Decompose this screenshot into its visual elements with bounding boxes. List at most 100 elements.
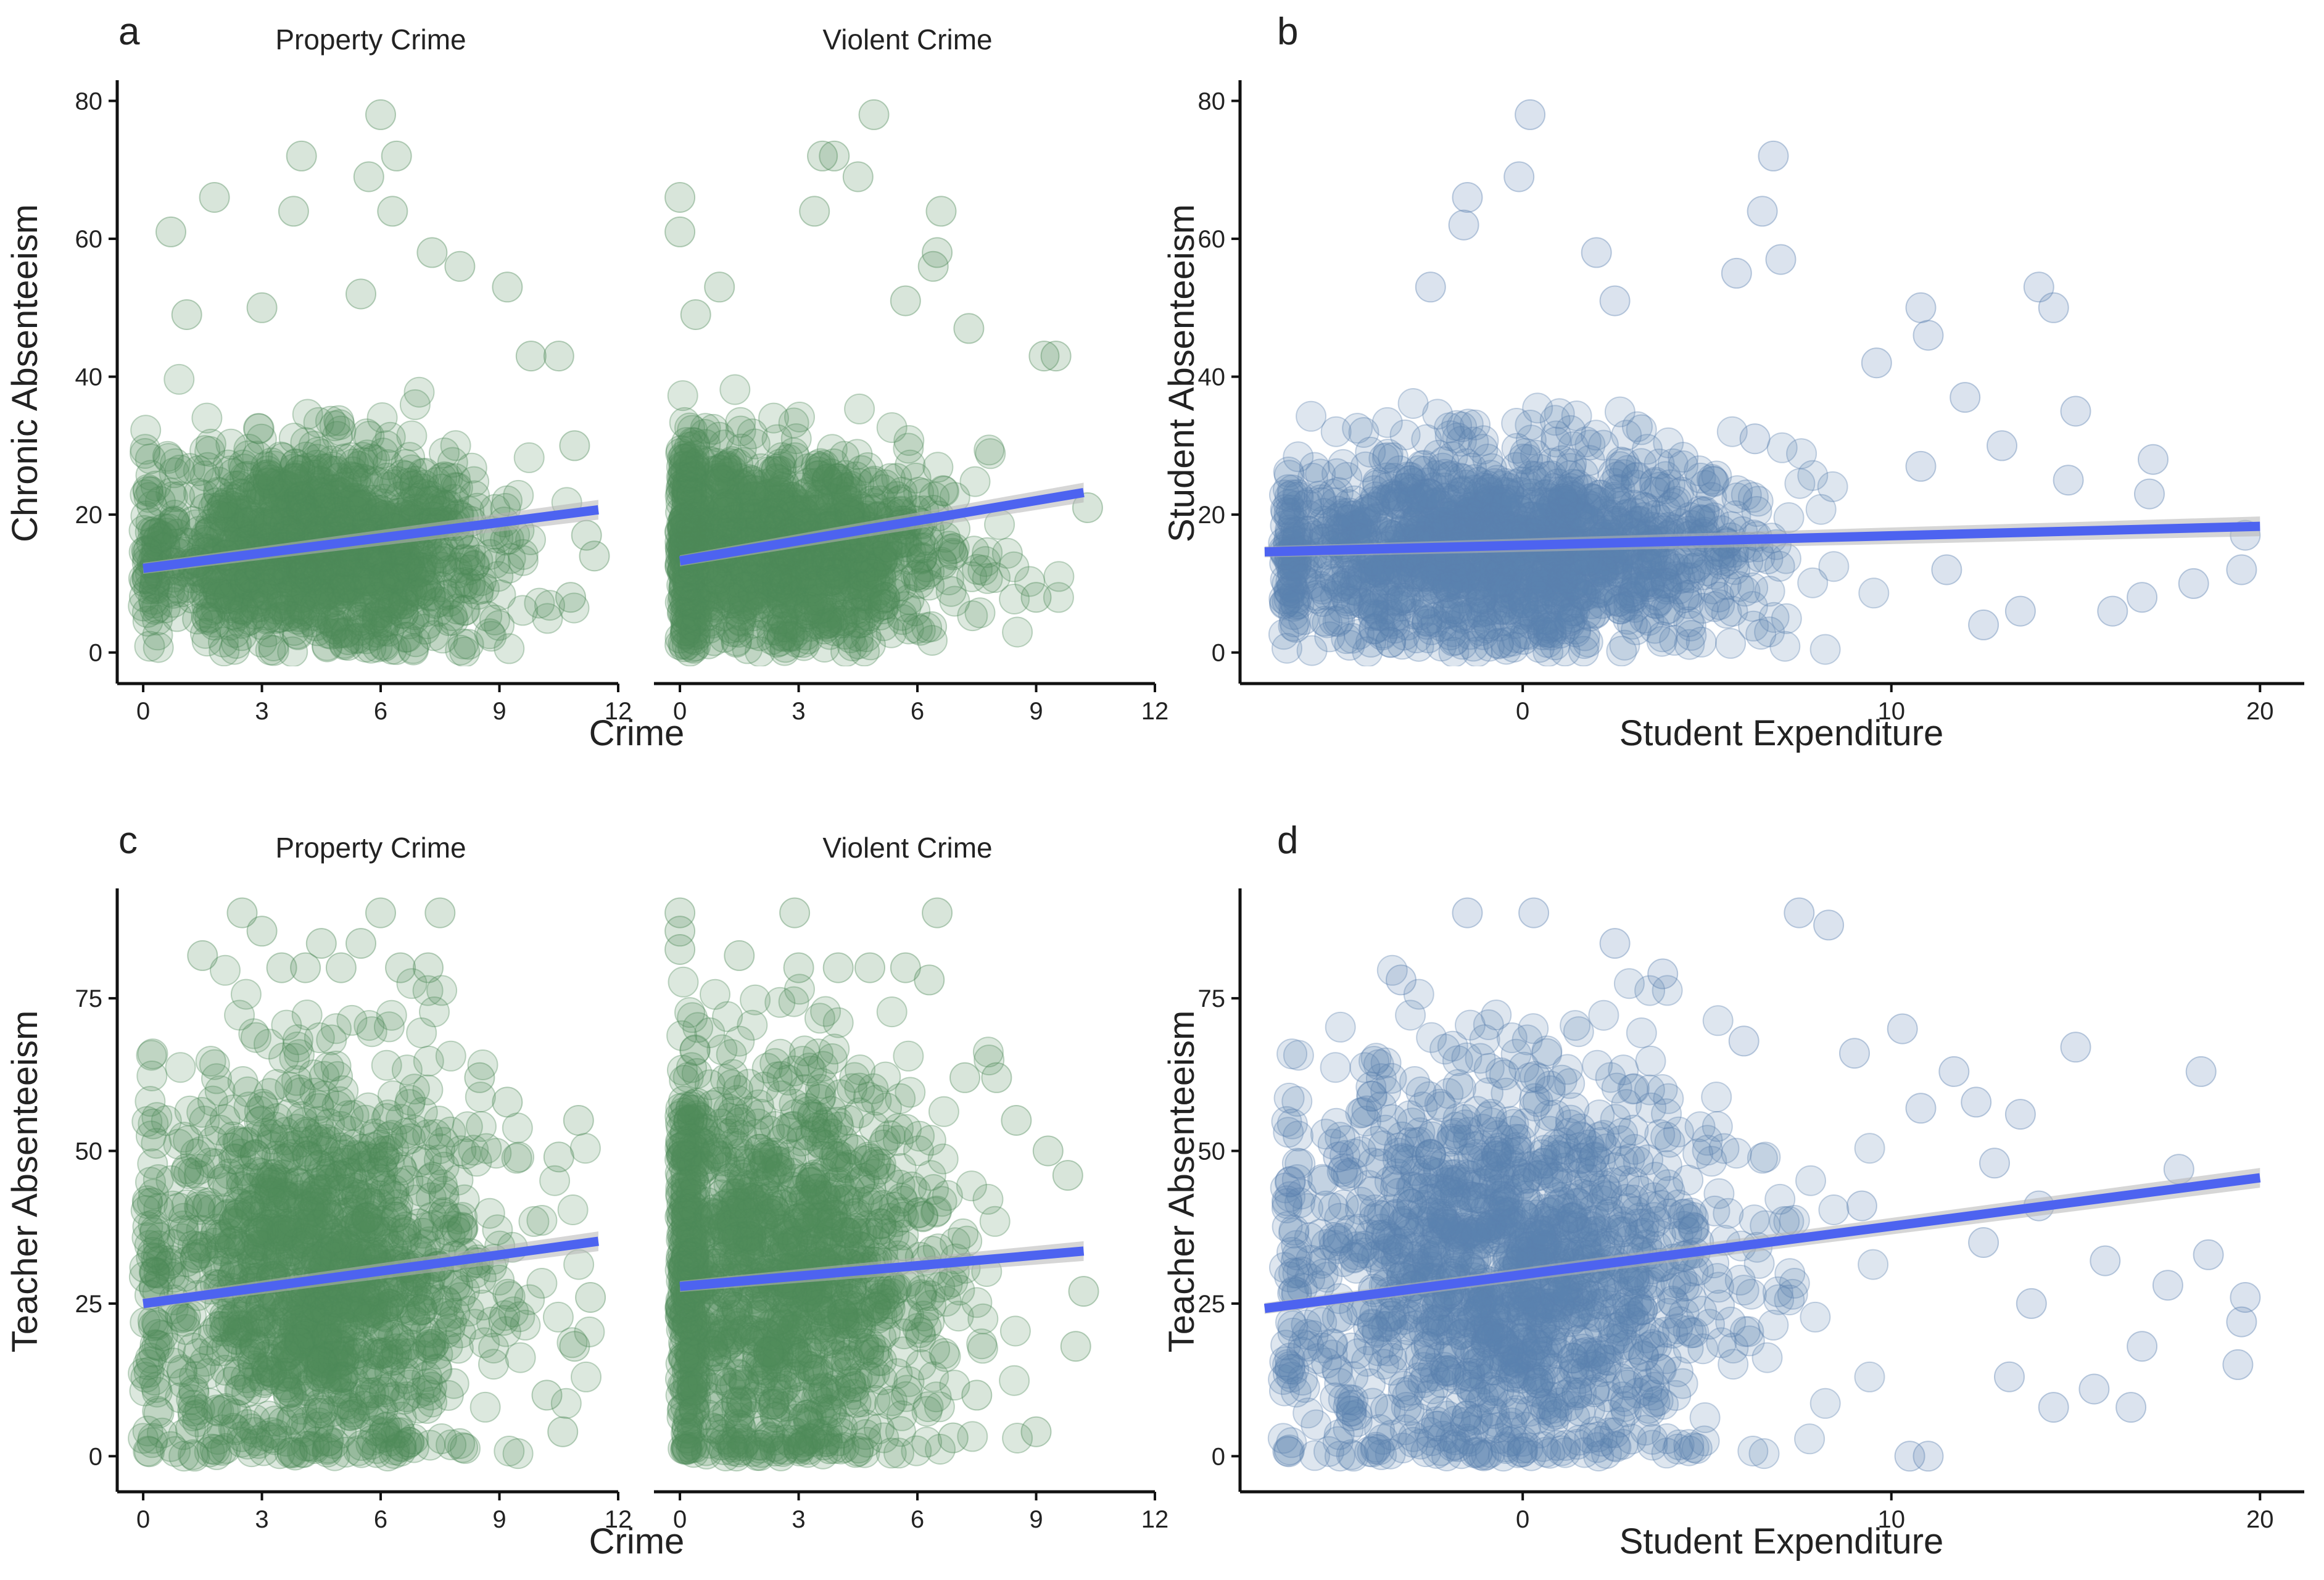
panel-b-outlier-point [1765, 244, 1797, 275]
panel-a-facet-0-point [279, 462, 310, 494]
panel-a-facet-0-point [139, 587, 170, 619]
panel-a-facet-0-point [333, 482, 364, 514]
panel-a-facet-0-point [367, 547, 399, 578]
panel-b-point [1296, 400, 1327, 432]
panel-a-facet-0-point [201, 593, 232, 624]
panel-a-facet-0-point [403, 376, 435, 408]
panel-a-facet-0-point [252, 580, 283, 611]
panel-a-facet-1-point [765, 570, 796, 601]
panel-a-facet-0-point [433, 605, 465, 637]
panel-b-y-tick-label: 20 [1198, 502, 1226, 529]
panel-a-facet-1-point [827, 556, 859, 588]
panel-a-facet-0-point [392, 621, 423, 653]
panel-a-facet-1-point [753, 499, 784, 530]
panel-a-facet-0-point [191, 626, 223, 657]
panel-a-facet-0-point [141, 592, 173, 624]
panel-a-facet-1-point [819, 615, 850, 647]
panel-a-y-axis-title: Chronic Absenteeism [5, 204, 45, 542]
panel-a-facet-0-point [308, 581, 340, 612]
panel-a-facet-1-point [847, 494, 879, 525]
panel-a-facet-0-point [459, 550, 490, 581]
panel-a-facet-1-point [670, 443, 701, 474]
panel-b-outlier-point [1905, 450, 1937, 482]
panel-a-facet-0-point [281, 506, 312, 537]
panel-a-facet-0-point [368, 566, 400, 598]
panel-b-point [1279, 586, 1310, 618]
panel-a-facet-0-point [201, 569, 232, 600]
panel-b-point [1477, 569, 1508, 600]
panel-a-facet-1-point [692, 500, 724, 531]
panel-a-facet-0-point [318, 494, 350, 525]
panel-a-facet-0-point [320, 497, 352, 529]
panel-a-facet-0-point [358, 602, 390, 633]
panel-a-facet-1-point [811, 463, 843, 495]
panel-a-facet-0-point [129, 581, 160, 613]
panel-a-facet-0-point [410, 458, 441, 489]
panel-a-facet-0-point [454, 573, 486, 605]
panel-a-facet-1-point [751, 564, 782, 595]
panel-a-facet-0-point [354, 590, 386, 622]
panel-a-facet-0-point [223, 503, 254, 534]
panel-a-facet-1-point [835, 548, 866, 580]
panel-a-facet-0-point [368, 488, 399, 519]
panel-a-facet-1-point [725, 481, 756, 513]
panel-a-facet-0-point [320, 602, 352, 633]
panel-a-facet-0-point [130, 438, 161, 469]
panel-a-facet-0-point [228, 593, 258, 624]
panel-a-facet-0-point [359, 548, 391, 580]
panel-a-facet-0-point [317, 451, 349, 482]
panel-a-facet-0-point [246, 482, 277, 514]
panel-a-facet-0-x-tick-label: 3 [255, 698, 268, 725]
panel-a-facet-1-point [724, 492, 755, 523]
panel-a-facet-1-point [956, 561, 988, 592]
panel-b-outlier-point [2127, 582, 2158, 613]
panel-a-facet-1-point [755, 507, 786, 538]
panel-a-facet-1-point [781, 565, 813, 596]
panel-a-facet-0-point [418, 620, 449, 651]
panel-a-facet-1-point [755, 506, 786, 537]
panel-a-facet-0-point [268, 478, 300, 510]
panel-a-facet-1-point [714, 461, 745, 493]
panel-a-facet-0-point [337, 485, 368, 516]
panel-a-facet-1-point [675, 598, 706, 630]
panel-a-facet-0-point [161, 601, 192, 632]
panel-a-facet-1-point [832, 548, 862, 579]
panel-a-facet-1-point [669, 470, 701, 502]
panel-a-facet-0-point [333, 574, 364, 606]
panel-b-point [1501, 432, 1532, 464]
panel-b-point [1320, 566, 1351, 597]
panel-a-facet-1-point [760, 576, 792, 608]
panel-a-facet-0-point [319, 613, 350, 645]
panel-a-facet-0-point [384, 481, 415, 513]
panel-a-facet-0-point [328, 627, 360, 659]
panel-a-facet-1-point [679, 521, 711, 552]
panel-a-facet-1-point [858, 465, 890, 497]
panel-a-facet-0-point [330, 553, 362, 585]
panel-a-facet-0-point [228, 453, 260, 485]
panel-a-facet-1-point [696, 571, 727, 602]
panel-a-facet-0-point [389, 548, 420, 580]
panel-a-facet-0-point [232, 460, 263, 492]
panel-a-facet-0-point [308, 473, 339, 505]
panel-a-facet-1-point [668, 505, 699, 536]
panel-a-facet-0-point [476, 621, 507, 652]
panel-a-facet-0-point [315, 558, 346, 590]
panel-a-facet-0-point [143, 523, 175, 554]
panel-a-facet-0-point [301, 449, 333, 481]
panel-b-point [1797, 567, 1829, 598]
panel-a-facet-1-point [672, 568, 703, 599]
panel-b-x-axis-title: Student Expenditure [1619, 713, 1944, 753]
panel-a-facet-1-point [706, 562, 737, 594]
panel-a-facet-0-point [313, 576, 344, 608]
panel-a-facet-0-outlier-point [543, 341, 574, 372]
panel-a-facet-0-point [325, 577, 355, 609]
panel-a-facet-0-point [284, 455, 316, 486]
panel-b-point [1375, 627, 1407, 658]
panel-a-facet-1-point [670, 612, 701, 643]
panel-a-facet-1-point [881, 540, 912, 572]
panel-a-facet-0-point [379, 561, 411, 592]
panel-a-facet-1-point [706, 569, 738, 600]
panel-a-facet-1-point [819, 558, 851, 590]
panel-a-facet-0-point [390, 449, 421, 480]
panel-a-facet-1-point [711, 482, 742, 513]
